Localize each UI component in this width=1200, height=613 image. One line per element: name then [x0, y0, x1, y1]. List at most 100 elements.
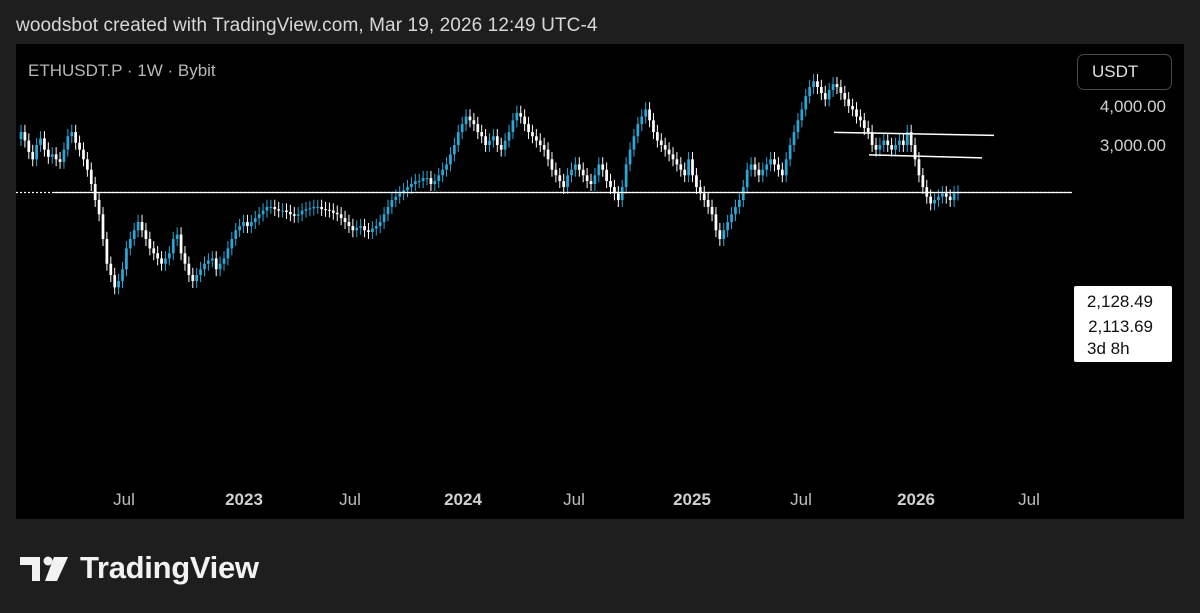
- candle-body: [722, 230, 726, 240]
- candle-body: [19, 132, 23, 140]
- candle-body: [847, 99, 851, 106]
- candle-body: [308, 208, 312, 210]
- candle-body: [714, 214, 718, 231]
- candle-body: [866, 128, 870, 133]
- candle-body: [257, 214, 261, 219]
- candle-body: [234, 230, 238, 240]
- candle-body: [62, 149, 66, 162]
- candle-body: [246, 222, 249, 227]
- candle-body: [534, 136, 538, 141]
- candle-body: [929, 196, 933, 204]
- chart-panel[interactable]: 4,000.003,000.001,000.002,128.492,113.69…: [16, 44, 1184, 519]
- candle-body: [804, 96, 808, 110]
- candle-body: [406, 187, 409, 191]
- candle-body: [691, 159, 694, 176]
- candle-body: [761, 169, 765, 176]
- candle-body: [261, 210, 265, 215]
- candle-body: [554, 169, 558, 176]
- candle-body: [894, 145, 897, 150]
- candle-body: [941, 193, 944, 197]
- candle-body: [671, 154, 675, 160]
- candle-body: [698, 187, 702, 194]
- candle-body: [50, 154, 54, 157]
- candle-body: [667, 149, 671, 155]
- x-axis-tick-label: Jul: [113, 490, 135, 509]
- candle-body: [905, 132, 909, 146]
- candle-body: [944, 193, 948, 197]
- candle-body: [382, 214, 386, 223]
- candle-body: [31, 151, 35, 160]
- currency-button[interactable]: USDT: [1077, 54, 1172, 90]
- candle-body: [640, 116, 644, 125]
- candle-body: [179, 234, 183, 254]
- candle-body: [171, 239, 175, 254]
- candle-body: [870, 132, 874, 146]
- candle-body: [117, 281, 120, 288]
- candle-body: [859, 116, 862, 121]
- price-label-box: [1074, 286, 1172, 362]
- candle-body: [566, 175, 569, 188]
- candle-body: [613, 187, 616, 194]
- candle-body: [23, 132, 27, 141]
- candle-body: [706, 200, 710, 207]
- candle-body: [242, 222, 245, 227]
- candle-body: [249, 222, 253, 227]
- candle-body: [909, 132, 913, 146]
- candle-body: [948, 196, 952, 200]
- candle-body: [823, 93, 827, 100]
- candle-body: [35, 145, 38, 160]
- candle-body: [355, 227, 359, 231]
- candle-body: [253, 218, 257, 223]
- candle-body: [538, 140, 542, 146]
- last-price-label: 2,113.69: [1088, 317, 1153, 336]
- candle-body: [152, 248, 156, 254]
- candle-body: [78, 142, 81, 150]
- candle-body: [898, 140, 901, 146]
- candle-body: [808, 87, 812, 97]
- candle-body: [394, 196, 398, 200]
- candle-body: [433, 181, 437, 185]
- candle-body: [796, 120, 800, 133]
- candle-body: [39, 138, 42, 146]
- candle-body: [238, 226, 241, 231]
- candle-body: [550, 159, 554, 170]
- candle-body: [359, 226, 363, 228]
- candle-body: [734, 206, 737, 215]
- candle-body: [331, 210, 335, 213]
- candle-body: [718, 230, 722, 240]
- high-price-label: 2,128.49: [1087, 292, 1153, 311]
- price-chart[interactable]: 4,000.003,000.001,000.002,128.492,113.69…: [16, 44, 1184, 519]
- candle-body: [765, 164, 769, 170]
- candle-body: [784, 159, 788, 176]
- candle-body: [773, 159, 776, 165]
- candle-body: [277, 209, 281, 211]
- candle-body: [632, 136, 636, 150]
- candle-body: [476, 124, 480, 133]
- x-axis-tick-label: 2023: [225, 490, 263, 509]
- candle-body: [593, 175, 597, 185]
- candle-body: [687, 159, 690, 176]
- candle-body: [749, 164, 753, 170]
- candle-body: [921, 175, 925, 188]
- candle-body: [679, 164, 683, 170]
- candle-body: [585, 175, 589, 182]
- candle-body: [82, 149, 85, 160]
- candle-body: [320, 206, 323, 210]
- resistance-line-lower[interactable]: [868, 154, 983, 159]
- candle-body: [589, 181, 593, 185]
- candle-body: [683, 169, 687, 176]
- candle-body: [788, 145, 792, 160]
- candle-body: [827, 90, 831, 100]
- countdown-label: 3d 8h: [1087, 339, 1130, 358]
- candle-body: [464, 116, 468, 125]
- candle-body: [581, 169, 585, 176]
- candle-body: [726, 222, 730, 231]
- candle-body: [367, 230, 370, 232]
- candle-body: [663, 145, 667, 150]
- candle-body: [203, 263, 206, 270]
- candle-body: [855, 109, 858, 117]
- candle-body: [199, 269, 202, 276]
- candle-body: [882, 140, 886, 146]
- resistance-line-upper[interactable]: [833, 131, 995, 137]
- tradingview-logo-icon: [20, 556, 68, 581]
